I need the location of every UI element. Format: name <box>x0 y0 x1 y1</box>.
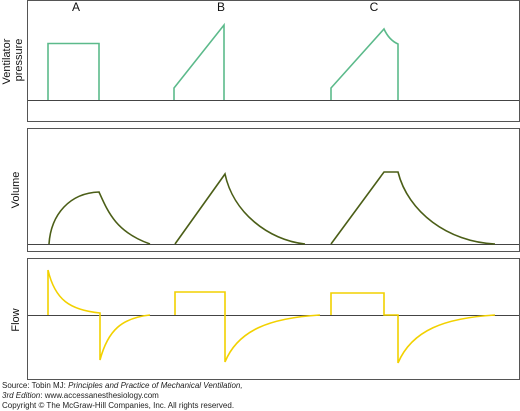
flow-panel-frame <box>27 258 520 380</box>
pressure-panel-frame <box>27 0 520 122</box>
baselines <box>28 100 519 316</box>
volume-curve-a <box>48 191 151 245</box>
source-edition: 3rd Edition <box>2 391 41 400</box>
flow-curve-a <box>47 269 151 361</box>
column-label-b: B <box>217 0 225 14</box>
volume-curves <box>48 171 496 245</box>
flow-curves <box>47 269 496 364</box>
source-credit: Source: Tobin MJ: Principles and Practic… <box>2 381 243 391</box>
flow-curve-c <box>330 292 496 364</box>
source-book-title: Principles and Practice of Mechanical Ve… <box>68 381 243 390</box>
pressure-curve-a <box>47 42 100 100</box>
pressure-curves <box>47 22 399 100</box>
flow-curve-b <box>174 291 321 363</box>
source-edition-line: 3rd Edition: www.accessanesthesiology.co… <box>2 391 159 401</box>
column-label-c: C <box>370 0 379 14</box>
pressure-curve-b <box>173 22 225 100</box>
source-prefix: Source: Tobin MJ: <box>2 381 69 390</box>
volume-axis-label: Volume <box>10 172 22 209</box>
pressure-axis-label: Ventilator pressure <box>1 36 25 85</box>
pressure-curve-c <box>330 27 399 100</box>
volume-curve-b <box>174 172 306 245</box>
column-label-a: A <box>72 0 80 14</box>
pressure-axis-label-line-1: Ventilator <box>1 38 13 84</box>
flow-axis-label: Flow <box>10 308 22 331</box>
volume-curve-c <box>330 171 496 245</box>
source-website: : www.accessanesthesiology.com <box>40 391 159 400</box>
volume-panel-frame <box>27 128 520 252</box>
copyright-notice: Copyright © The McGraw-Hill Companies, I… <box>2 401 235 410</box>
pressure-axis-label-line-2: pressure <box>13 39 25 82</box>
